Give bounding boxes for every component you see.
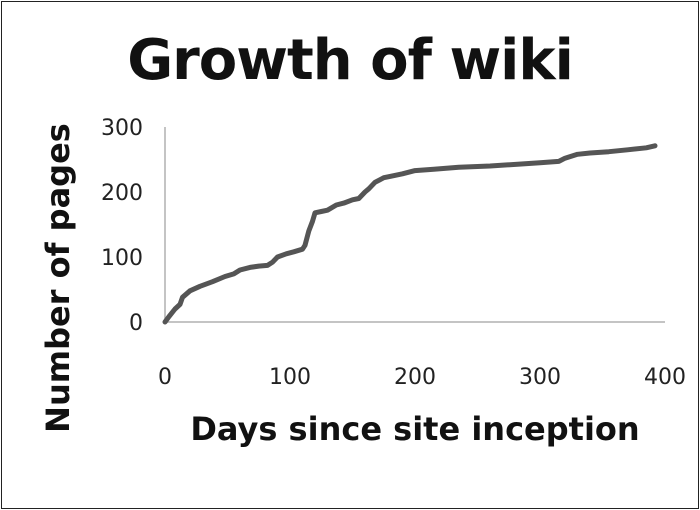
y-tick-label: 300 xyxy=(101,116,143,141)
chart-title: Growth of wiki xyxy=(127,28,574,93)
x-tick-label: 400 xyxy=(644,365,686,390)
y-tick-label: 0 xyxy=(129,311,143,336)
y-tick-label: 200 xyxy=(101,181,143,206)
y-tick-labels: 0 100 200 300 xyxy=(101,116,143,336)
x-tick-label: 300 xyxy=(519,365,561,390)
series-line xyxy=(162,143,658,325)
x-tick-labels: 0 100 200 300 400 xyxy=(158,365,686,390)
y-tick-label: 100 xyxy=(101,246,143,271)
x-tick-label: 0 xyxy=(158,365,172,390)
x-tick-label: 200 xyxy=(394,365,436,390)
x-axis-label: Days since site inception xyxy=(190,410,640,448)
x-tick-label: 100 xyxy=(269,365,311,390)
